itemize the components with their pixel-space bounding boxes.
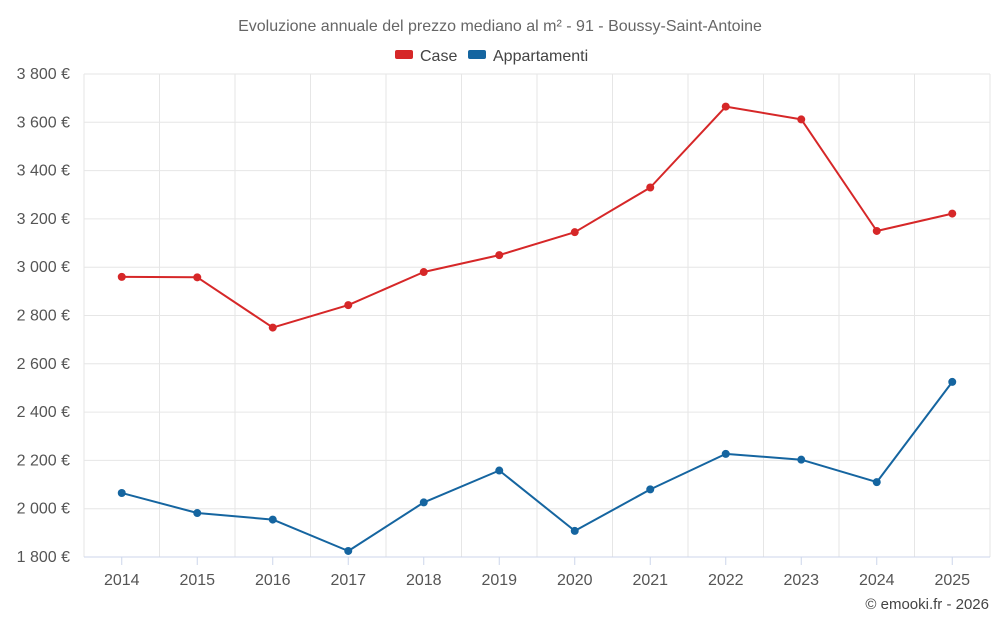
data-point[interactable] — [495, 466, 504, 475]
legend-label-case: Case — [420, 48, 457, 65]
credit-text: © emooki.fr - 2026 — [865, 596, 989, 613]
x-tick-label: 2024 — [859, 572, 895, 589]
data-point[interactable] — [721, 449, 730, 458]
data-point[interactable] — [948, 209, 957, 218]
legend-label-appartamenti: Appartamenti — [493, 48, 588, 65]
data-point[interactable] — [948, 377, 957, 386]
legend-swatch-case — [395, 50, 413, 59]
data-point[interactable] — [193, 273, 202, 282]
data-point[interactable] — [344, 546, 353, 555]
data-point[interactable] — [872, 478, 881, 487]
data-point[interactable] — [797, 115, 806, 124]
x-tick-label: 2020 — [557, 572, 593, 589]
data-point[interactable] — [495, 251, 504, 260]
data-point[interactable] — [268, 515, 277, 524]
legend-item-case[interactable]: Case — [395, 48, 457, 65]
x-tick-label: 2025 — [934, 572, 970, 589]
grid — [83, 73, 991, 558]
y-tick-label: 3 400 € — [17, 163, 70, 180]
y-tick-label: 1 800 € — [17, 549, 70, 566]
legend-item-appartamenti[interactable]: Appartamenti — [468, 48, 588, 65]
data-point[interactable] — [193, 509, 202, 518]
legend-swatch-appartamenti — [468, 50, 486, 59]
series — [117, 102, 957, 555]
chart-title: Evoluzione annuale del prezzo mediano al… — [238, 18, 762, 35]
data-point[interactable] — [419, 498, 428, 507]
data-point[interactable] — [344, 301, 353, 310]
series-line — [121, 105, 953, 329]
data-point[interactable] — [721, 102, 730, 111]
x-tick-label: 2015 — [179, 572, 215, 589]
x-tick-label: 2017 — [330, 572, 366, 589]
legend[interactable]: Case Appartamenti — [395, 48, 588, 65]
x-tick-label: 2021 — [632, 572, 668, 589]
data-point[interactable] — [117, 489, 126, 498]
y-tick-label: 2 400 € — [17, 404, 70, 421]
data-point[interactable] — [646, 485, 655, 494]
y-tick-label: 3 800 € — [17, 66, 70, 83]
x-tick-label: 2019 — [481, 572, 517, 589]
y-tick-label: 3 200 € — [17, 211, 70, 228]
axes: 1 800 € 2 000 € 2 200 € 2 400 € 2 600 € 2 800… — [17, 66, 990, 589]
x-tick-label: 2023 — [783, 572, 819, 589]
data-point[interactable] — [872, 226, 881, 235]
x-tick-label: 2016 — [255, 572, 291, 589]
y-tick-label: 2 200 € — [17, 452, 70, 469]
series-appartamenti — [117, 377, 957, 555]
data-point[interactable] — [797, 455, 806, 464]
data-point[interactable] — [268, 323, 277, 332]
y-tick-label: 3 000 € — [17, 259, 70, 276]
y-tick-label: 2 000 € — [17, 501, 70, 518]
x-tick-label: 2022 — [708, 572, 744, 589]
y-tick-label: 3 600 € — [17, 114, 70, 131]
series-case — [117, 102, 957, 332]
x-tick-label: 2018 — [406, 572, 442, 589]
data-point[interactable] — [570, 526, 579, 535]
data-point[interactable] — [117, 272, 126, 281]
series-line — [121, 381, 954, 552]
data-point[interactable] — [570, 228, 579, 237]
y-tick-label: 2 800 € — [17, 308, 70, 325]
data-point[interactable] — [646, 183, 655, 192]
data-point[interactable] — [419, 268, 428, 277]
y-tick-label: 2 600 € — [17, 356, 70, 373]
x-tick-label: 2014 — [104, 572, 140, 589]
